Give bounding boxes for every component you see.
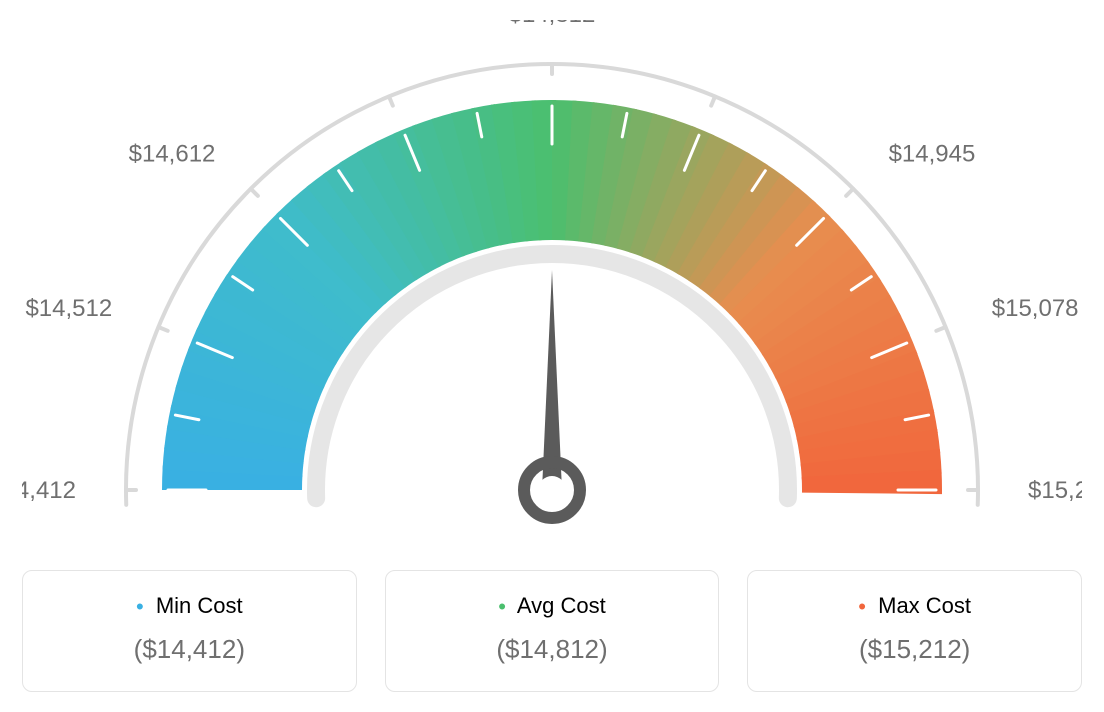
legend-title-avg: • Avg Cost [396,593,709,620]
svg-text:$14,512: $14,512 [25,295,112,322]
legend-label: Avg Cost [517,593,606,618]
legend-row: • Min Cost ($14,412) • Avg Cost ($14,812… [22,570,1082,692]
svg-text:$14,812: $14,812 [509,20,596,28]
legend-label: Min Cost [156,593,243,618]
legend-title-max: • Max Cost [758,593,1071,620]
svg-text:$14,412: $14,412 [22,477,76,504]
svg-text:$14,612: $14,612 [129,140,216,167]
svg-text:$14,945: $14,945 [889,140,976,167]
dot-icon: • [136,594,144,619]
svg-text:$15,212: $15,212 [1028,477,1082,504]
legend-label: Max Cost [878,593,971,618]
legend-title-min: • Min Cost [33,593,346,620]
legend-value-max: ($15,212) [758,634,1071,665]
legend-card-avg: • Avg Cost ($14,812) [385,570,720,692]
dot-icon: • [498,594,506,619]
cost-gauge-widget: $14,412 $14,512 $14,612 $14,812 $14,945 $15,0… [22,20,1082,692]
legend-card-min: • Min Cost ($14,412) [22,570,357,692]
gauge-chart: $14,412 $14,512 $14,612 $14,812 $14,945 $15,0… [22,20,1082,560]
legend-value-avg: ($14,812) [396,634,709,665]
svg-text:$15,078: $15,078 [992,295,1079,322]
legend-value-min: ($14,412) [33,634,346,665]
dot-icon: • [858,594,866,619]
legend-card-max: • Max Cost ($15,212) [747,570,1082,692]
